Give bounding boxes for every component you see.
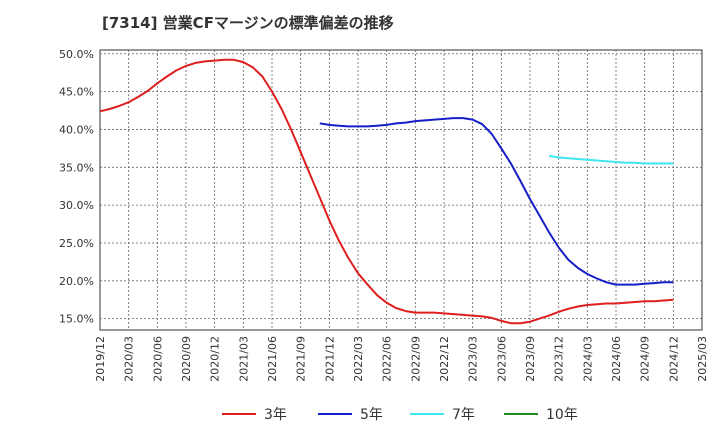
- legend-label-3: 7年: [452, 407, 475, 423]
- x-tick-label: 2020/03: [123, 336, 136, 382]
- x-tick-label: 2022/03: [352, 336, 365, 382]
- y-tick-label: 40.0%: [59, 123, 94, 136]
- x-tick-label: 2021/09: [295, 336, 308, 382]
- x-tick-label: 2020/09: [180, 336, 193, 382]
- x-tick-label: 2024/06: [610, 336, 623, 382]
- x-tick-label: 2024/12: [667, 336, 680, 382]
- x-tick-label: 2023/03: [467, 336, 480, 382]
- y-tick-label: 30.0%: [59, 199, 94, 212]
- series-line-3: [548, 154, 674, 165]
- x-tick-label: 2022/12: [438, 336, 451, 382]
- y-tick-label: 15.0%: [59, 313, 94, 326]
- x-tick-label: 2023/06: [495, 336, 508, 382]
- y-tick-label: 35.0%: [59, 161, 94, 174]
- legend-label-2: 5年: [360, 407, 383, 423]
- series-line-1: [99, 58, 674, 325]
- x-tick-label: 2025/03: [696, 336, 709, 382]
- legend-label-1: 3年: [264, 407, 287, 423]
- chart-title: [7314] 営業CFマージンの標準偏差の推移: [102, 14, 394, 32]
- x-tick-label: 2024/09: [639, 336, 652, 382]
- x-tick-label: 2020/12: [209, 336, 222, 382]
- x-tick-label: 2019/12: [94, 336, 107, 382]
- series-line-2: [319, 117, 674, 286]
- legend-label-4: 10年: [546, 407, 578, 423]
- y-tick-label: 45.0%: [59, 86, 94, 99]
- y-tick-label: 25.0%: [59, 237, 94, 250]
- y-tick-label: 20.0%: [59, 275, 94, 288]
- y-tick-label: 50.0%: [59, 48, 94, 61]
- plot-area: [99, 49, 703, 331]
- x-tick-label: 2023/09: [524, 336, 537, 382]
- x-tick-label: 2024/03: [581, 336, 594, 382]
- x-tick-label: 2021/03: [237, 336, 250, 382]
- x-tick-label: 2021/12: [323, 336, 336, 382]
- x-tick-label: 2021/06: [266, 336, 279, 382]
- x-tick-label: 2022/06: [381, 336, 394, 382]
- x-tick-label: 2020/06: [151, 336, 164, 382]
- x-tick-label: 2023/12: [553, 336, 566, 382]
- x-tick-label: 2022/09: [409, 336, 422, 382]
